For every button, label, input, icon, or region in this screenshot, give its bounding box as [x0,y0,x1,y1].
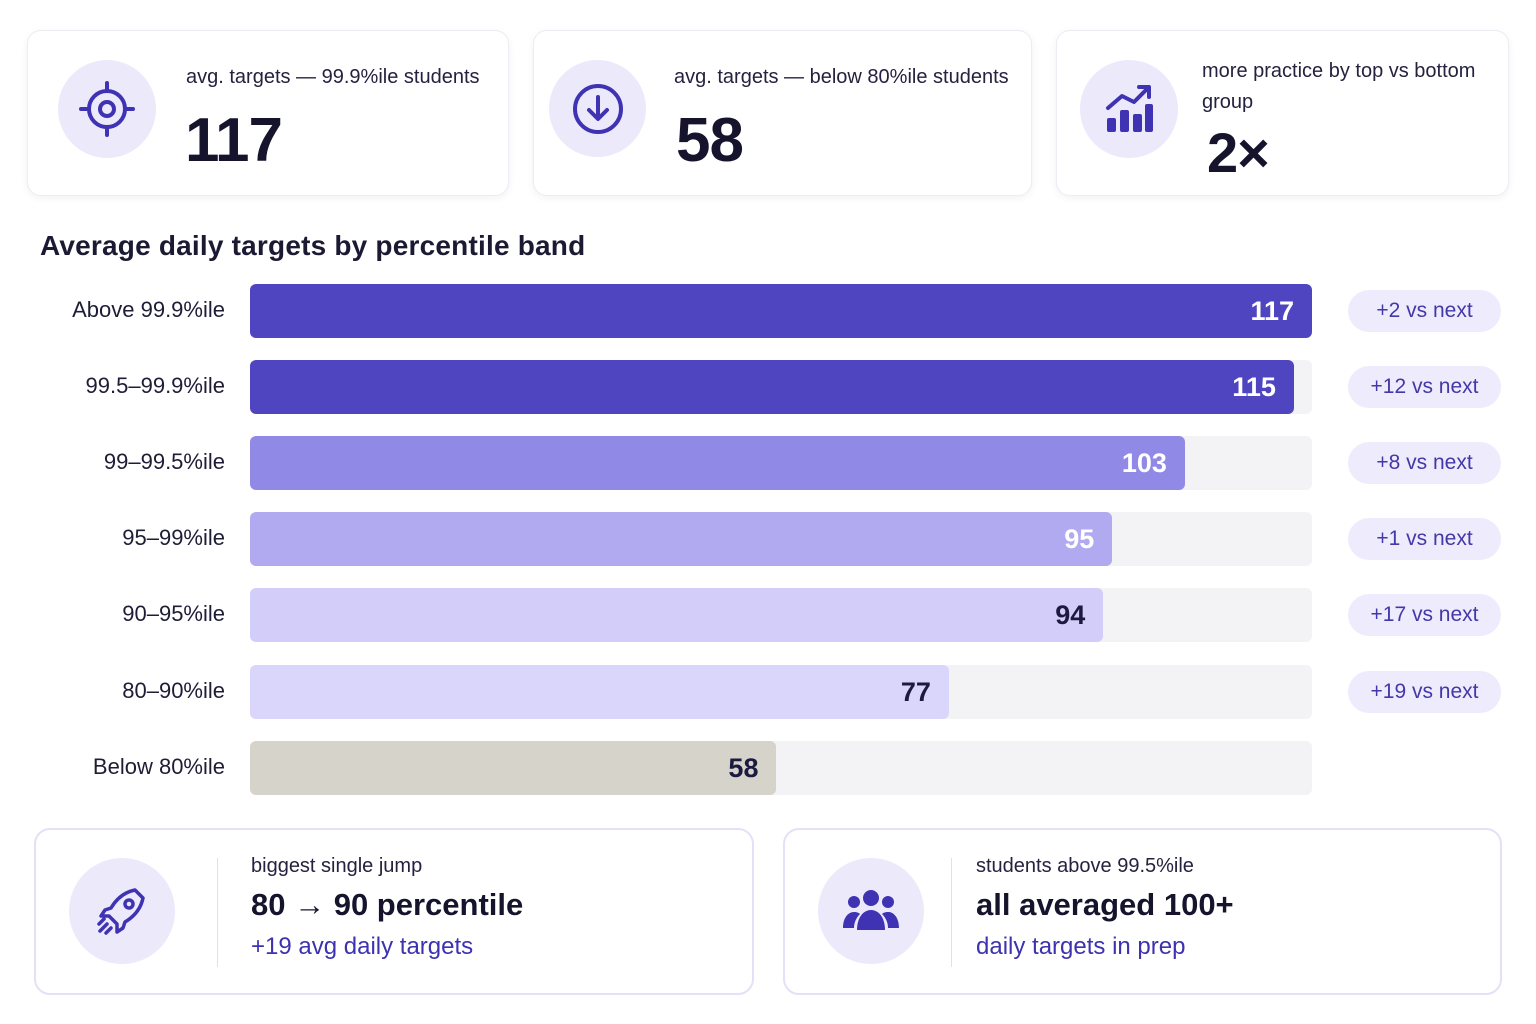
info-sub: +19 avg daily targets [251,933,474,960]
info-headline: all averaged 100+ [976,887,1234,922]
users-group-icon [818,858,924,964]
bar [250,512,1113,567]
divider [951,858,952,967]
category-label: 90–95%ile [122,601,225,627]
bar-track: 115 [250,360,1312,415]
stat-card-bottom-avg: avg. targets — below 80%ile students 58 [533,30,1032,196]
bar [250,436,1185,491]
stat-value: 58 [676,106,744,175]
info-text: biggest single jump 80 → 90 percentile +… [251,850,523,966]
stat-label: avg. targets — below 80%ile students [674,66,1009,88]
bar-value-label: 115 [1232,372,1276,403]
bar-track: 117 [250,284,1312,338]
divider [217,858,218,967]
bar [250,284,1312,338]
info-card-top-students: students above 99.5%ile all averaged 100… [783,828,1502,995]
category-label: 95–99%ile [122,525,225,551]
info-headline: 80 → 90 percentile [251,887,524,922]
target-icon [58,60,156,158]
delta-badge: +8 vs next [1348,442,1501,485]
category-label: 99–99.5%ile [103,449,225,475]
bar-value-label: 117 [1250,296,1294,326]
delta-badge: +2 vs next [1348,290,1501,332]
info-text: students above 99.5%ile all averaged 100… [976,850,1234,966]
stat-label: avg. targets — 99.9%ile students [186,66,480,88]
bar-value-label: 95 [1064,524,1095,555]
bar [250,588,1104,643]
rocket-icon [69,858,175,964]
bar [250,664,949,719]
category-label: 99.5–99.9%ile [85,373,225,399]
stat-value: 2× [1207,121,1270,184]
bar-value-label: 103 [1121,448,1167,479]
bar-track: 94 [250,588,1312,643]
delta-badge: +19 vs next [1348,670,1501,713]
delta-badge: +1 vs next [1348,518,1501,561]
category-label: Above 99.9%ile [72,297,225,322]
info-card-biggest-jump: biggest single jump 80 → 90 percentile +… [34,828,754,995]
delta-badge: +17 vs next [1348,594,1501,637]
bar-value-label: 77 [900,676,931,707]
category-label: 80–90%ile [122,677,225,703]
bar-value-label: 58 [728,752,759,783]
stat-value: 117 [185,106,283,175]
bar-track: 58 [250,740,1312,795]
bar-track: 103 [250,436,1312,491]
bar-chart: Above 99.9%ile 117 +2 vs next 99.5–99.9%ile… [72,284,1501,795]
bar-track: 95 [250,512,1312,567]
stat-card-practice-ratio: more practice by top vs bottom group 2× [1056,30,1509,196]
bar [250,360,1294,415]
stat-card-top-avg: avg. targets — 99.9%ile students 117 [27,30,509,196]
info-kicker: biggest single jump [251,855,423,877]
category-label: Below 80%ile [92,753,225,779]
stat-label: more practice by top vs bottom group [1202,60,1476,113]
bar-track: 77 [250,664,1312,719]
info-sub: daily targets in prep [976,933,1186,960]
bar [250,740,777,795]
trending-up-chart-icon [1080,60,1178,158]
bar-value-label: 94 [1055,600,1086,631]
chart-title: Average daily targets by percentile band [40,230,586,261]
info-kicker: students above 99.5%ile [976,855,1194,877]
arrow-down-circle-icon [549,60,646,157]
delta-badge: +12 vs next [1348,366,1501,409]
